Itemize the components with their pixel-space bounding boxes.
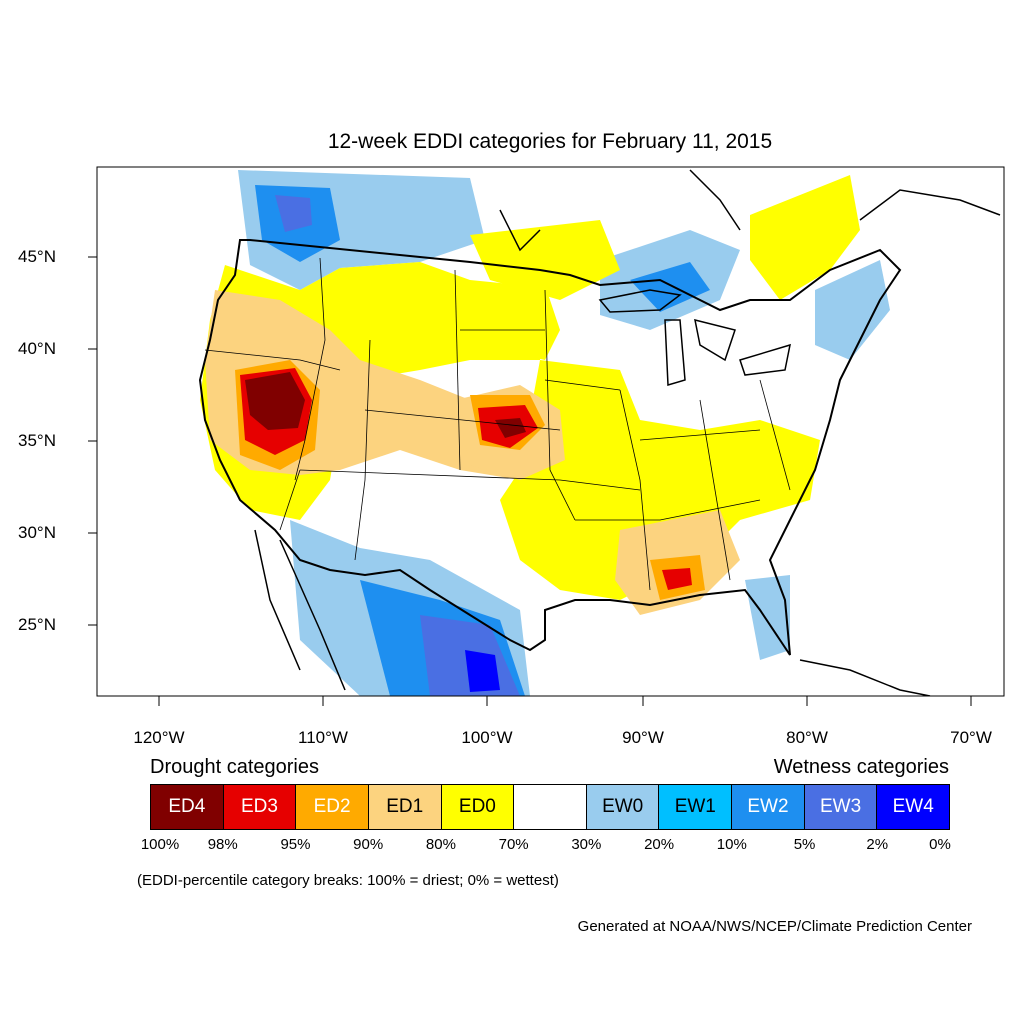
break-label: 95% bbox=[280, 836, 311, 853]
legend-box-ed0: ED0 bbox=[441, 785, 515, 829]
map-frame bbox=[96, 166, 1005, 697]
break-label: 20% bbox=[644, 836, 675, 853]
lat-label: 25°N bbox=[18, 615, 56, 634]
lon-label: 90°W bbox=[622, 728, 664, 747]
lon-label: 110°W bbox=[298, 728, 348, 747]
lat-label: 30°N bbox=[18, 523, 56, 542]
break-label: 10% bbox=[716, 836, 747, 853]
legend-box-ew2: EW2 bbox=[732, 785, 805, 829]
canada-coast bbox=[499, 169, 1001, 252]
cuba-coast bbox=[799, 659, 931, 696]
dry-central-yellow bbox=[500, 360, 820, 600]
dry-northeast-yellow bbox=[750, 175, 860, 300]
dry-kansas-darkred bbox=[495, 418, 526, 438]
lon-label: 100°W bbox=[461, 728, 513, 747]
wetness-heading: Wetness categories bbox=[773, 756, 949, 778]
state-borders bbox=[204, 257, 791, 591]
dry-alabama-red bbox=[662, 568, 692, 590]
lat-ticks bbox=[88, 256, 97, 626]
lat-label: 45°N bbox=[18, 247, 56, 266]
break-note: (EDDI-percentile category breaks: 100% =… bbox=[137, 872, 559, 889]
wet-pacific-northwest-peak bbox=[275, 195, 312, 232]
lon-ticks bbox=[158, 696, 972, 706]
legend-box-ew4: EW4 bbox=[877, 785, 950, 829]
legend-box-neutral bbox=[514, 785, 587, 829]
legend-box-ew1: EW1 bbox=[659, 785, 733, 829]
wet-great-lakes-core bbox=[630, 262, 710, 312]
break-label: 98% bbox=[207, 836, 238, 853]
credit: Generated at NOAA/NWS/NCEP/Climate Predi… bbox=[577, 918, 972, 935]
baja-coast bbox=[254, 529, 346, 691]
us-outline bbox=[198, 239, 902, 656]
break-label: 100% bbox=[140, 836, 180, 853]
legend-box-ed4: ED4 bbox=[151, 785, 224, 829]
category-legend: ED4 ED3 ED2 ED1 ED0 EW0 EW1 EW2 EW3 EW4 bbox=[150, 784, 950, 830]
lat-label: 35°N bbox=[18, 431, 56, 450]
dry-great-basin-darkred bbox=[245, 372, 305, 430]
legend-box-ew0: EW0 bbox=[586, 785, 660, 829]
break-label: 2% bbox=[866, 836, 889, 853]
break-label: 30% bbox=[571, 836, 602, 853]
break-label: 80% bbox=[425, 836, 456, 853]
break-label: 70% bbox=[498, 836, 529, 853]
chart-title: 12-week EDDI categories for February 11,… bbox=[327, 130, 773, 153]
break-label: 5% bbox=[793, 836, 816, 853]
lon-label: 70°W bbox=[950, 728, 992, 747]
break-label: 90% bbox=[353, 836, 384, 853]
legend-box-ew3: EW3 bbox=[804, 785, 878, 829]
break-label: 0% bbox=[929, 836, 951, 853]
lon-label: 120°W bbox=[133, 728, 185, 747]
drought-heading: Drought categories bbox=[150, 756, 319, 778]
legend-box-ed3: ED3 bbox=[223, 785, 297, 829]
great-lakes bbox=[598, 289, 791, 386]
wet-new-england bbox=[815, 260, 890, 360]
legend-box-ed2: ED2 bbox=[296, 785, 369, 829]
lon-label: 80°W bbox=[786, 728, 828, 747]
lat-label: 40°N bbox=[18, 339, 56, 358]
legend-box-ed1: ED1 bbox=[368, 785, 442, 829]
wet-south-texas-peak bbox=[465, 650, 500, 692]
